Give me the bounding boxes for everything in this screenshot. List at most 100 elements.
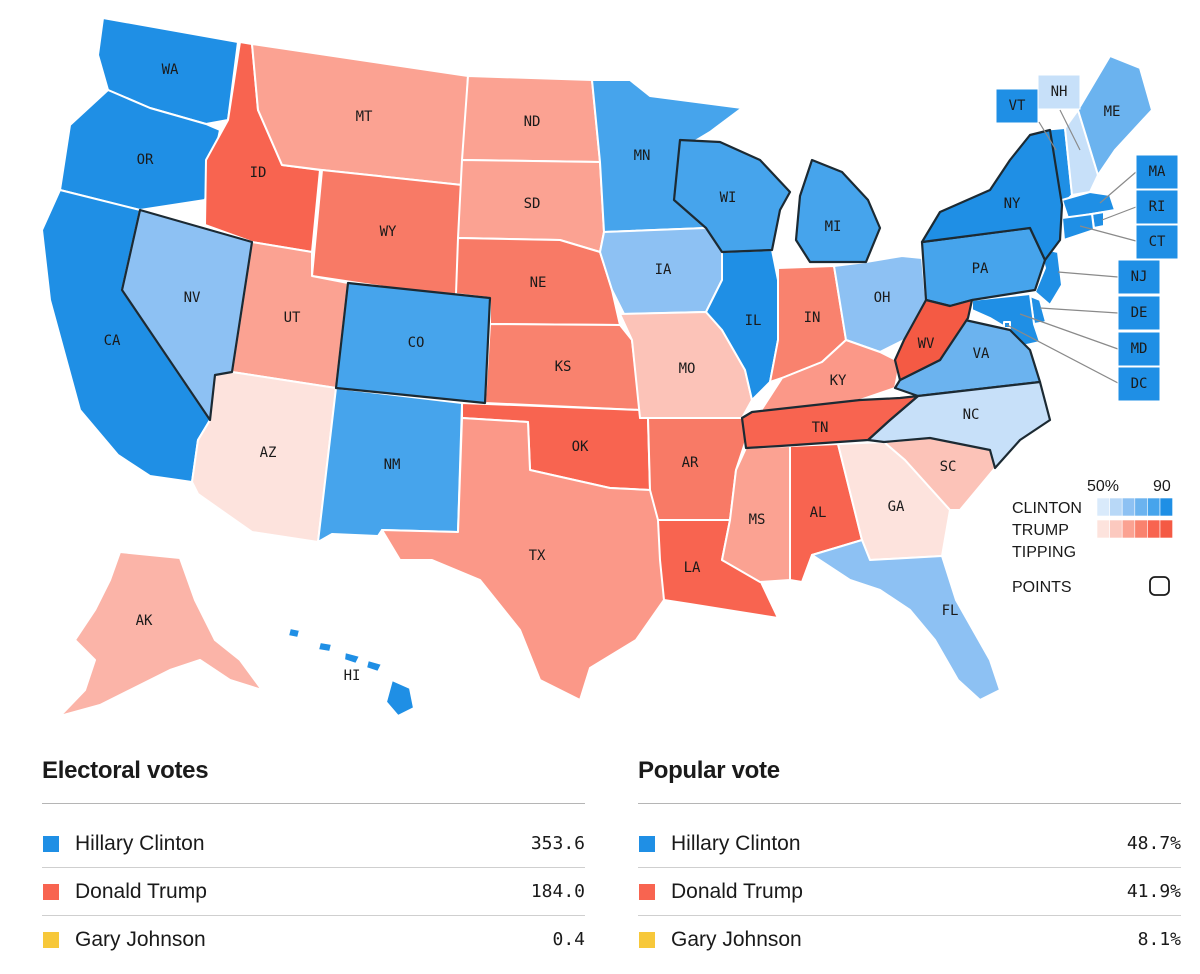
state-label-GA: GA xyxy=(888,499,905,515)
callout-box-MD[interactable] xyxy=(1117,331,1161,367)
state-label-HI: HI xyxy=(344,668,361,684)
state-NV[interactable] xyxy=(120,208,254,422)
candidate-value: 41.9% xyxy=(1126,881,1181,902)
clinton-scale-swatch xyxy=(1159,497,1173,517)
state-label-MI: MI xyxy=(825,219,842,235)
state-WV[interactable] xyxy=(893,298,974,382)
state-label-WY: WY xyxy=(380,224,397,240)
clinton-scale-swatch xyxy=(1147,497,1161,517)
state-ME[interactable] xyxy=(1077,55,1153,176)
state-label-NH: NH xyxy=(1051,84,1068,100)
leader-line-NH xyxy=(1059,109,1081,151)
state-label-DE: DE xyxy=(1131,305,1148,321)
leader-line-NJ xyxy=(1057,271,1119,278)
state-label-NV: NV xyxy=(184,290,201,306)
state-label-CT: CT xyxy=(1149,234,1166,250)
us-election-map: WA OR CA NV ID MT WY UT AZ CO NM ND SD N… xyxy=(41,17,1179,717)
callout-box-DC[interactable] xyxy=(1117,366,1161,402)
state-label-OR: OR xyxy=(137,152,154,168)
map-legend: 50% 90 CLINTON TRUMP TIPPING POINTS xyxy=(1012,478,1173,596)
legend-trump-label: TRUMP xyxy=(1012,522,1069,539)
legend-scale-high: 90 xyxy=(1153,478,1171,495)
state-NJ[interactable] xyxy=(1034,247,1063,306)
leader-line-MA xyxy=(1099,171,1137,204)
candidate-name: Donald Trump xyxy=(671,879,803,903)
state-NH[interactable] xyxy=(1064,109,1099,196)
state-label-AK: AK xyxy=(136,613,153,629)
candidate-value: 353.6 xyxy=(530,833,585,854)
candidate-value: 0.4 xyxy=(552,929,585,950)
candidate-row: Hillary Clinton 353.6 xyxy=(42,820,585,868)
popular-vote-panel: Popular vote Hillary Clinton 48.7% Donald … xyxy=(638,748,1181,963)
state-CO[interactable] xyxy=(334,281,492,405)
candidate-color-swatch xyxy=(639,883,655,900)
candidate-row: Donald Trump 41.9% xyxy=(638,868,1181,916)
callout-box-MA[interactable] xyxy=(1135,154,1179,190)
state-label-FL: FL xyxy=(942,603,959,619)
tipping-point-toggle[interactable] xyxy=(1149,576,1170,596)
state-label-ND: ND xyxy=(524,114,541,130)
state-label-IA: IA xyxy=(655,262,672,278)
callout-box-VT[interactable] xyxy=(995,88,1039,124)
state-label-CA: CA xyxy=(104,333,121,349)
state-FL[interactable] xyxy=(811,539,1001,701)
candidate-name: Hillary Clinton xyxy=(671,831,801,855)
state-HI[interactable] xyxy=(287,627,415,717)
state-label-IN: IN xyxy=(804,310,821,326)
candidate-row: Hillary Clinton 48.7% xyxy=(638,820,1181,868)
state-CT[interactable] xyxy=(1061,213,1095,241)
state-label-AR: AR xyxy=(682,455,699,471)
state-label-MN: MN xyxy=(634,148,651,164)
callout-box-NH[interactable] xyxy=(1037,74,1081,110)
callout-box-CT[interactable] xyxy=(1135,224,1179,260)
state-label-ID: ID xyxy=(250,165,267,181)
state-label-MA: MA xyxy=(1149,164,1166,180)
state-label-VT: VT xyxy=(1009,98,1026,114)
state-label-MT: MT xyxy=(356,109,373,125)
callout-box-RI[interactable] xyxy=(1135,189,1179,225)
trump-scale-swatch xyxy=(1134,519,1148,539)
clinton-scale-swatch xyxy=(1134,497,1148,517)
state-label-TN: TN xyxy=(812,420,829,436)
state-label-NY: NY xyxy=(1004,196,1021,212)
state-label-NC: NC xyxy=(963,407,980,423)
state-WI[interactable] xyxy=(672,138,792,254)
candidate-name: Gary Johnson xyxy=(75,927,206,951)
candidate-name: Hillary Clinton xyxy=(75,831,205,855)
candidate-color-swatch xyxy=(43,931,59,948)
callout-box-DE[interactable] xyxy=(1117,295,1161,331)
state-label-CO: CO xyxy=(408,335,425,351)
leader-line-RI xyxy=(1101,206,1137,221)
leader-line-DE xyxy=(1039,307,1119,314)
state-label-RI: RI xyxy=(1149,199,1166,215)
state-label-LA: LA xyxy=(684,560,701,576)
state-label-OH: OH xyxy=(874,290,891,306)
candidate-value: 48.7% xyxy=(1126,833,1181,854)
legend-scale-low: 50% xyxy=(1087,478,1119,495)
state-label-AZ: AZ xyxy=(260,445,277,461)
leader-line-VT xyxy=(1038,121,1057,151)
state-TN[interactable] xyxy=(740,394,920,450)
state-MI[interactable] xyxy=(794,158,882,264)
state-label-DC: DC xyxy=(1131,376,1148,392)
leader-line-DC xyxy=(1006,324,1119,384)
state-label-WV: WV xyxy=(918,336,935,352)
candidate-color-swatch xyxy=(43,883,59,900)
state-NY[interactable] xyxy=(920,128,1064,262)
state-AK[interactable] xyxy=(59,551,263,717)
callout-box-NJ[interactable] xyxy=(1117,259,1161,295)
divider xyxy=(638,803,1181,804)
state-label-TX: TX xyxy=(529,548,546,564)
candidate-row: Donald Trump 184.0 xyxy=(42,868,585,916)
state-label-ME: ME xyxy=(1104,104,1121,120)
candidate-name: Gary Johnson xyxy=(671,927,802,951)
electoral-votes-panel: Electoral votes Hillary Clinton 353.6 Dona… xyxy=(42,748,585,963)
state-label-KS: KS xyxy=(555,359,572,375)
state-TX[interactable] xyxy=(381,417,665,701)
legend-tipping-label-1: TIPPING xyxy=(1012,544,1076,561)
divider xyxy=(42,803,585,804)
legend-clinton-label: CLINTON xyxy=(1012,500,1082,517)
state-label-UT: UT xyxy=(284,310,301,326)
state-label-PA: PA xyxy=(972,261,989,277)
state-label-NJ: NJ xyxy=(1131,269,1148,285)
